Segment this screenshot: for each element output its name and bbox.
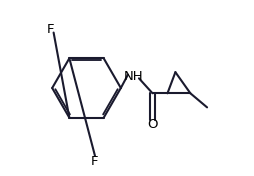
Text: F: F <box>46 23 54 36</box>
Text: F: F <box>91 155 99 168</box>
Text: NH: NH <box>123 70 143 83</box>
Text: O: O <box>147 118 158 131</box>
